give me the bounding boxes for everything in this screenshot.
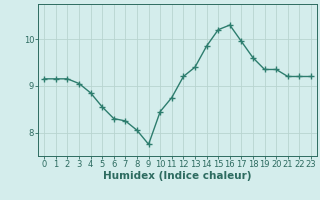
X-axis label: Humidex (Indice chaleur): Humidex (Indice chaleur) <box>103 171 252 181</box>
